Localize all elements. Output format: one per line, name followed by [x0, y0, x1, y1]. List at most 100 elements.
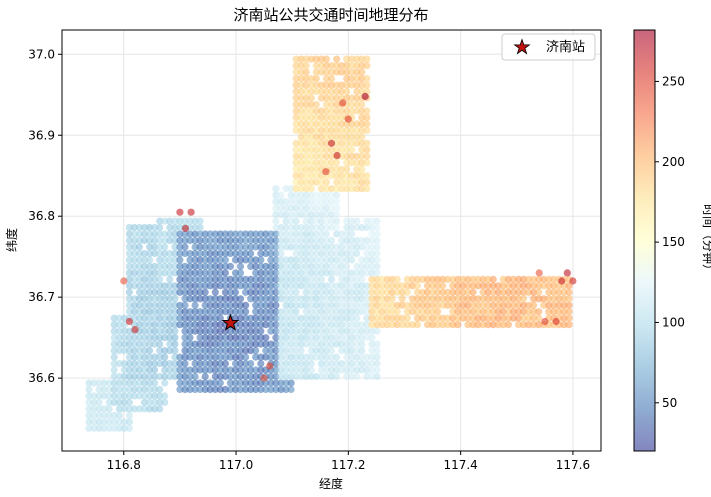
data-point [312, 243, 320, 251]
data-point [322, 301, 330, 309]
data-point [226, 379, 234, 387]
data-point [363, 75, 371, 83]
data-point [242, 236, 250, 245]
data-point [151, 288, 159, 296]
data-point [358, 327, 366, 335]
data-point [191, 223, 199, 232]
data-point [373, 308, 381, 316]
data-point [338, 308, 346, 316]
data-point [216, 256, 224, 264]
data-point [307, 55, 315, 63]
data-point [166, 372, 174, 381]
data-point [333, 126, 341, 134]
data-point [343, 55, 351, 63]
data-point [302, 314, 310, 322]
data-point [186, 236, 194, 245]
data-point [317, 269, 325, 277]
data-point [95, 411, 103, 419]
data-point [297, 256, 305, 264]
data-point [196, 314, 204, 322]
data-point [252, 262, 260, 270]
data-point [146, 314, 154, 322]
data-point [383, 301, 391, 309]
data-point [363, 314, 371, 322]
data-point [196, 256, 204, 264]
data-point [171, 321, 179, 329]
data-point [358, 243, 366, 251]
data-point [146, 249, 154, 258]
data-point [312, 100, 320, 109]
data-point [171, 360, 179, 368]
data-point [423, 314, 432, 322]
data-point [211, 379, 219, 387]
data-point [373, 275, 381, 283]
data-point [358, 288, 366, 296]
data-point [338, 139, 346, 147]
data-point [146, 223, 154, 232]
data-point [125, 256, 133, 264]
data-point [262, 314, 270, 322]
data-point [130, 230, 138, 238]
data-point [130, 308, 138, 316]
data-point [302, 230, 310, 238]
data-point [317, 133, 325, 141]
data-point [338, 288, 346, 296]
data-point [348, 269, 356, 277]
data-point [161, 398, 169, 406]
data-point [267, 353, 275, 361]
data-point [262, 262, 270, 270]
data-point [282, 198, 290, 206]
data-point [307, 243, 315, 251]
data-point [333, 146, 341, 154]
data-point [211, 353, 219, 361]
data-point [186, 282, 194, 290]
data-point [408, 308, 416, 316]
data-point [312, 236, 320, 245]
data-point [206, 360, 214, 368]
data-point [292, 159, 300, 167]
data-point [307, 107, 315, 115]
data-point [120, 372, 128, 381]
data-point [302, 275, 310, 283]
data-point [479, 308, 487, 316]
data-point [272, 282, 280, 290]
data-point [125, 372, 133, 381]
data-point [292, 301, 300, 309]
data-point [196, 327, 204, 335]
data-point [211, 314, 219, 322]
data-point [171, 230, 179, 238]
data-point [333, 301, 341, 309]
data-point [231, 230, 240, 238]
data-point [171, 301, 179, 309]
data-point [363, 55, 371, 63]
data-point [206, 295, 214, 303]
data-point [509, 275, 517, 283]
data-point [130, 385, 138, 394]
data-point [348, 314, 356, 322]
data-point [242, 275, 250, 283]
data-point [489, 301, 497, 309]
data-point [176, 236, 184, 245]
data-point [231, 236, 240, 245]
data-point [171, 372, 179, 381]
data-point [262, 334, 270, 342]
data-point [156, 301, 164, 309]
data-point [333, 68, 341, 76]
data-point [535, 269, 543, 277]
data-point [302, 243, 310, 251]
data-point [317, 191, 325, 199]
data-point [196, 217, 204, 225]
data-point [130, 223, 138, 232]
data-point [146, 340, 154, 348]
data-point [338, 314, 346, 322]
data-point [201, 340, 209, 348]
data-point [317, 55, 325, 63]
data-point [317, 308, 325, 316]
data-point [221, 275, 229, 283]
data-point [327, 211, 336, 219]
data-point [297, 372, 305, 381]
data-point [398, 288, 406, 296]
data-point [226, 366, 234, 374]
data-point [140, 372, 149, 381]
data-point [333, 243, 341, 251]
